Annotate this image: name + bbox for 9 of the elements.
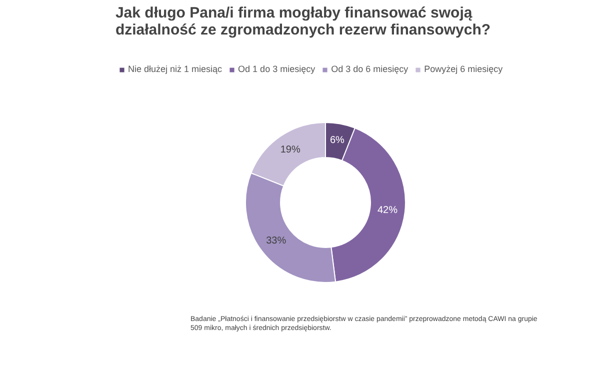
data-label: 42% [378, 204, 398, 216]
data-label: 19% [280, 144, 300, 156]
legend-label: Od 3 do 6 miesięcy [331, 64, 408, 74]
data-label: 33% [266, 236, 286, 247]
data-label: 6% [330, 134, 345, 146]
legend-label: Powyżej 6 miesięcy [424, 64, 503, 74]
legend-label: Nie dłużej niż 1 miesiąc [128, 64, 222, 74]
chart-title: Jak długo Pana/i firma mogłaby finansować swoją działalność ze zgromadzonych rezerw finansowych? [115, 4, 491, 38]
legend-label: Od 1 do 3 miesięcy [238, 64, 316, 74]
